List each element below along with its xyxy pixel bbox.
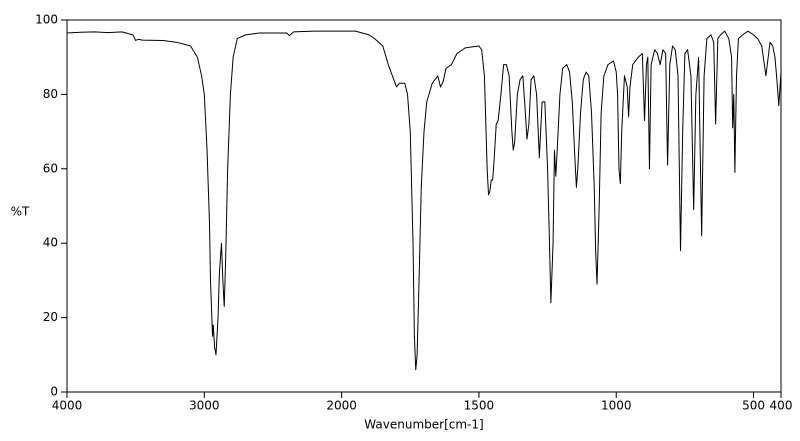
spectrum-line <box>66 30 782 371</box>
y-tick-label: 100 <box>35 13 58 27</box>
x-tick-label: 400 <box>770 399 793 413</box>
y-axis-label: %T <box>11 205 30 219</box>
y-tick-label: 0 <box>50 385 58 399</box>
x-tick-label: 4000 <box>52 399 83 413</box>
plot-frame <box>66 19 782 393</box>
x-tick-label: 3000 <box>189 399 220 413</box>
x-tick-label: 2000 <box>326 399 357 413</box>
x-axis-label: Wavenumber[cm-1] <box>364 418 483 432</box>
x-tick-label: 500 <box>742 399 765 413</box>
y-tick-label: 20 <box>43 310 58 324</box>
x-tick-label: 1000 <box>601 399 632 413</box>
y-tick-label: 80 <box>43 87 58 101</box>
y-tick-label: 40 <box>43 236 58 250</box>
y-tick-label: 60 <box>43 161 58 175</box>
x-tick-label: 1500 <box>464 399 495 413</box>
